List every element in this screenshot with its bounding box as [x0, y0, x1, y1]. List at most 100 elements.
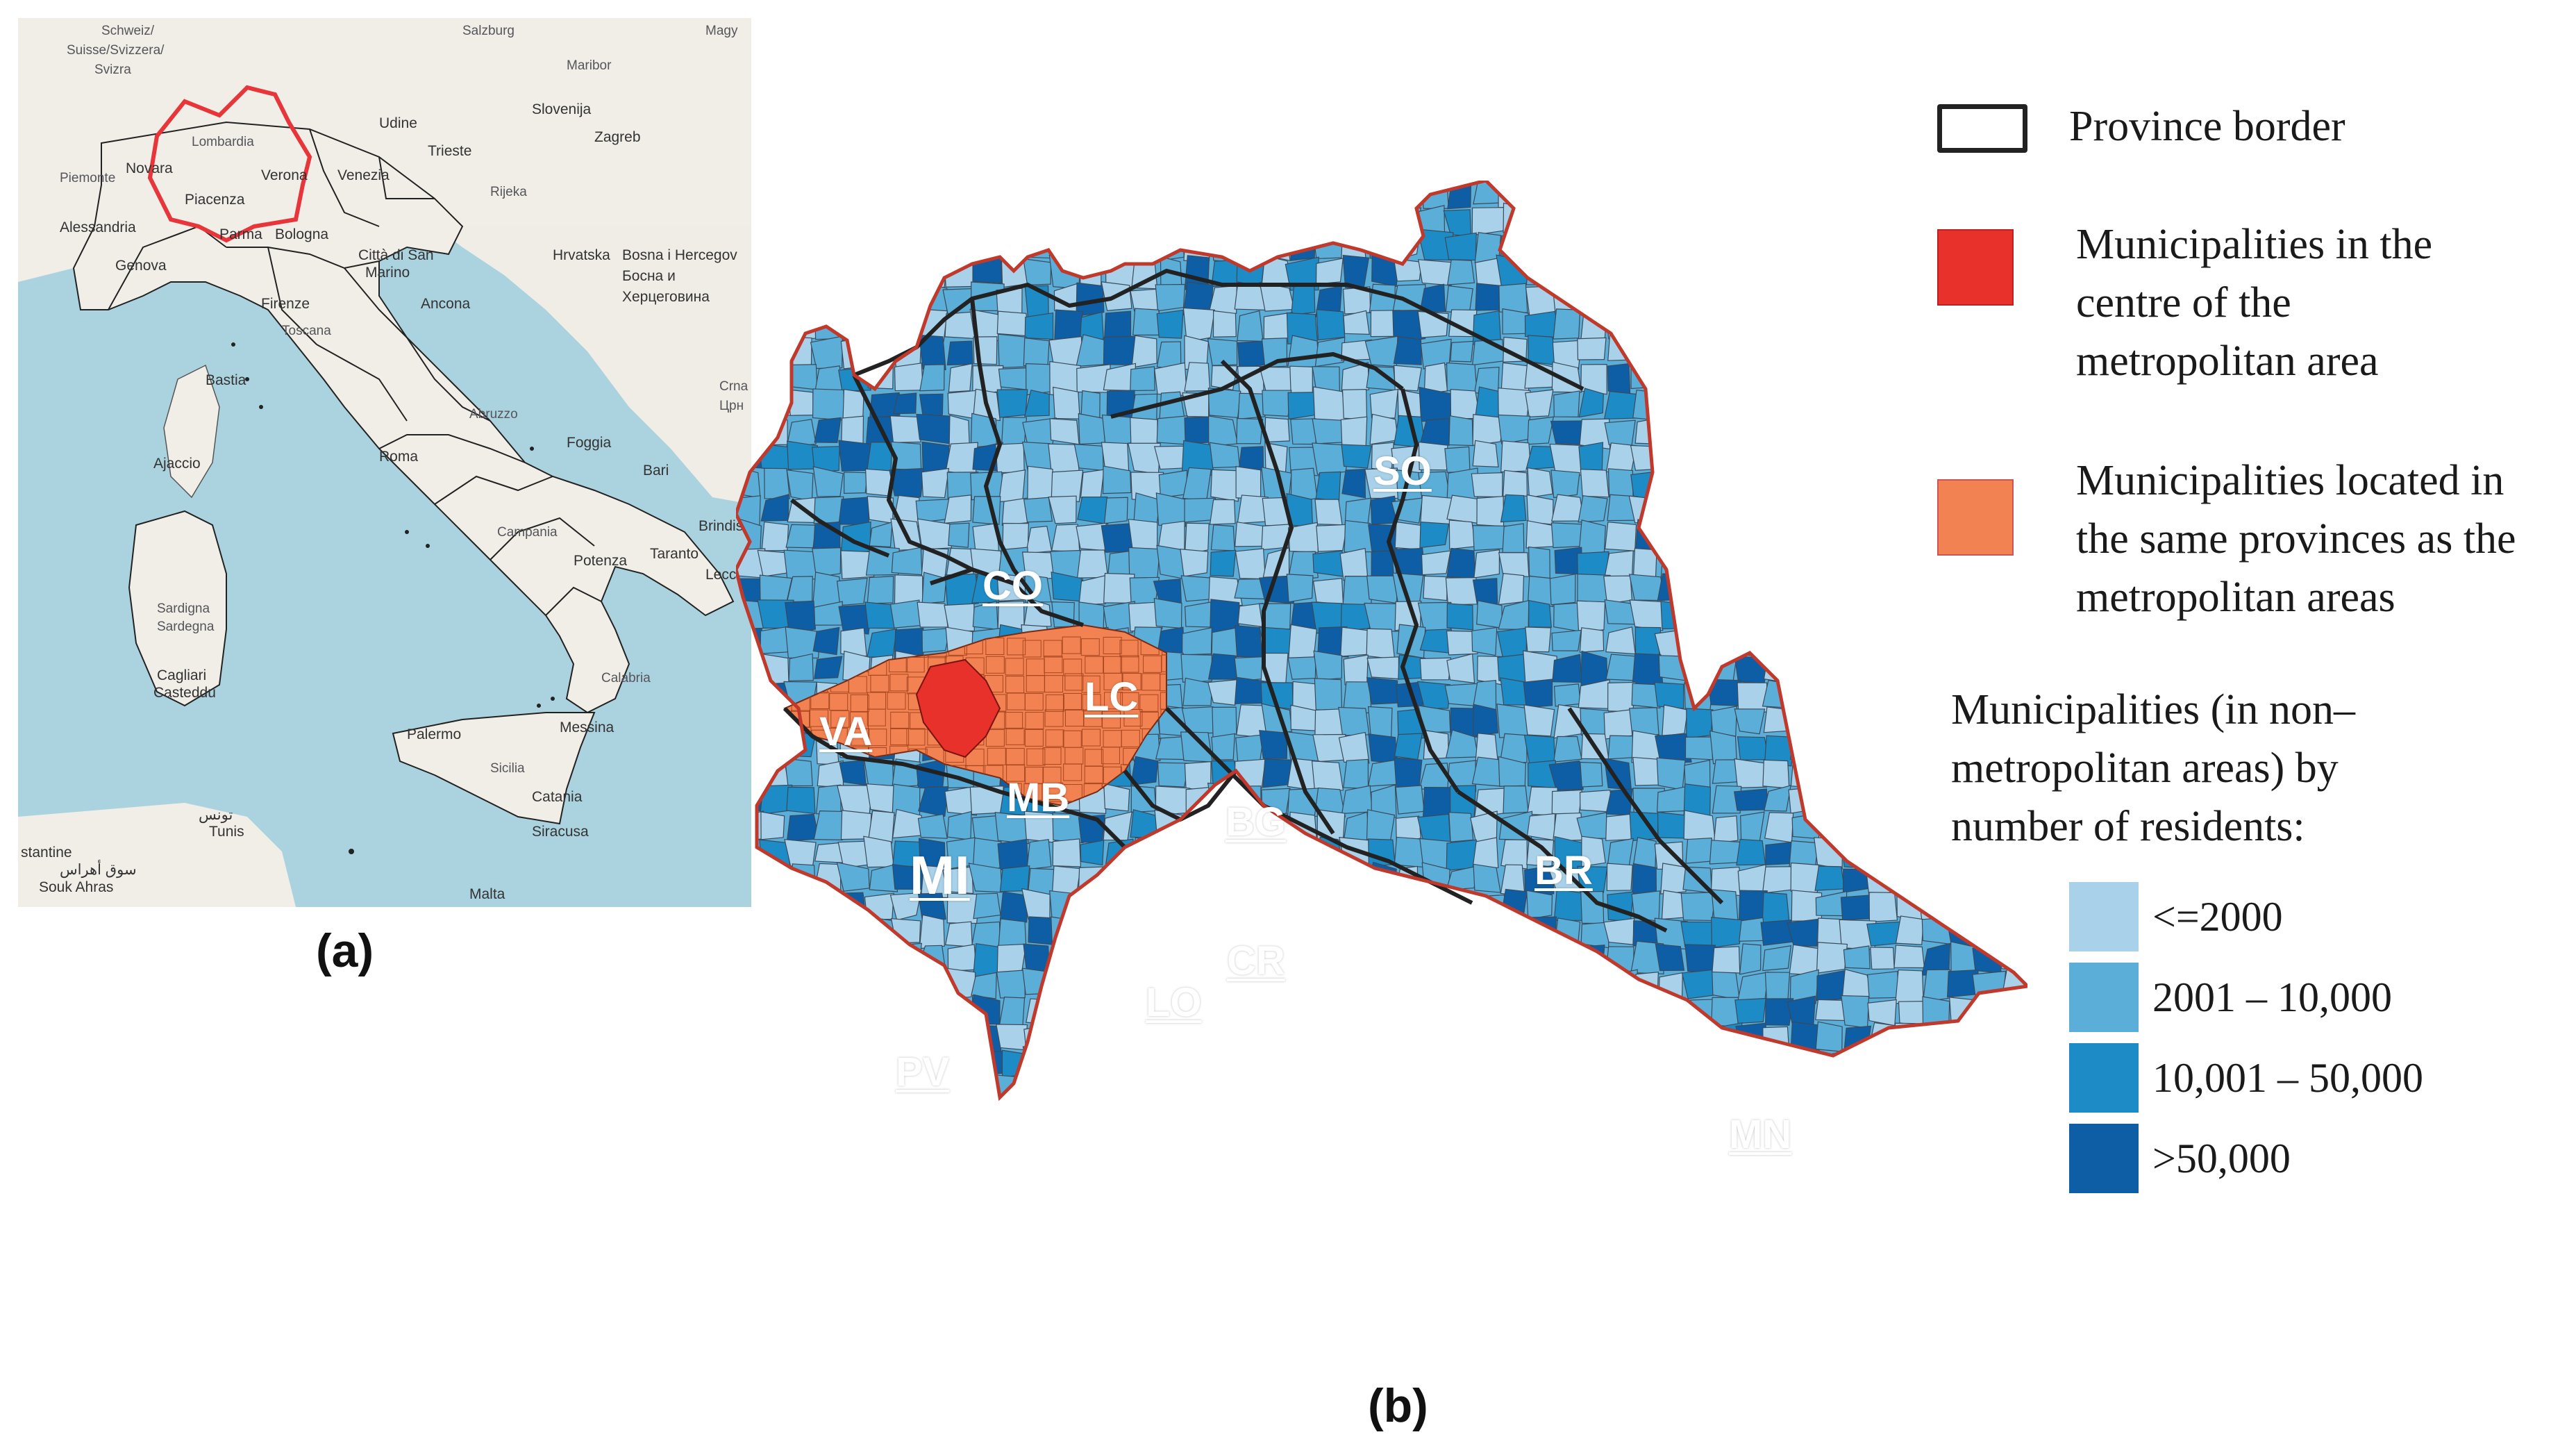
municipality-cell: [1079, 233, 1108, 258]
municipality-cell: [1445, 1079, 1475, 1097]
map-label: Brindisi: [699, 518, 746, 534]
milan-municipality-cell: [810, 709, 829, 727]
municipality-cell: [1792, 469, 1821, 496]
municipality-cell: [841, 1102, 867, 1134]
municipality-cell: [1816, 942, 1848, 974]
municipality-cell: [1371, 550, 1395, 580]
municipality-cell: [916, 413, 952, 444]
municipality-cell: [1391, 999, 1423, 1028]
municipality-cell: [1578, 519, 1606, 555]
municipality-cell: [1392, 310, 1426, 344]
municipality-cell: [1261, 1049, 1293, 1084]
municipality-cell: [1420, 995, 1450, 1028]
municipality-cell: [785, 600, 817, 635]
municipality-cell: [1790, 862, 1820, 893]
map-label: Bari: [643, 463, 669, 479]
milan-municipality-cell: [1006, 764, 1026, 782]
municipality-cell: [1081, 996, 1109, 1025]
border-br-east: [1387, 388, 1460, 793]
municipality-cell: [1523, 650, 1557, 683]
municipality-cell: [1235, 866, 1266, 894]
municipality-cell: [944, 573, 979, 608]
municipality-cell: [1555, 967, 1587, 1003]
municipality-cell: [996, 970, 1026, 999]
municipality-cell: [1792, 444, 1817, 473]
municipality-cell: [1578, 495, 1608, 523]
municipality-cell: [915, 203, 953, 236]
municipality-cell: [1527, 467, 1553, 499]
municipality-cell: [1839, 467, 1876, 498]
municipality-cell: [1286, 968, 1320, 1003]
milan-municipality-cell: [1062, 692, 1082, 710]
municipality-cell: [1761, 1048, 1796, 1080]
municipality-cell: [968, 1024, 1002, 1054]
municipality-cell: [1501, 995, 1532, 1031]
municipality-cell: [1051, 469, 1084, 503]
municipality-cell: [1183, 914, 1216, 949]
municipality-cell: [1577, 337, 1607, 360]
municipality-cell: [1340, 1022, 1369, 1054]
municipality-cell: [1763, 626, 1790, 659]
municipality-cell: [1207, 415, 1239, 447]
municipality-cell: [1316, 1107, 1340, 1134]
municipality-cell: [842, 388, 864, 422]
municipality-cell: [1314, 181, 1345, 207]
municipality-cell: [1840, 894, 1874, 921]
municipality-cell: [998, 231, 1030, 260]
municipality-cell: [1713, 335, 1743, 363]
municipality-cell: [1076, 181, 1110, 204]
milan-municipality-cell: [1101, 747, 1120, 765]
milan-municipality-cell: [1121, 729, 1140, 747]
municipality-cell: [1290, 894, 1316, 924]
map-label: Hrvatska: [553, 247, 610, 263]
milan-municipality-cell: [1081, 675, 1101, 693]
municipality-cell: [998, 469, 1026, 502]
milan-municipality-cell: [1123, 709, 1143, 727]
municipality-cell: [1211, 1073, 1236, 1097]
municipality-cell: [1130, 1104, 1154, 1133]
municipality-cell: [1185, 889, 1210, 921]
municipality-cell: [1605, 993, 1634, 1028]
municipality-cell: [892, 973, 922, 998]
municipality-cell: [1341, 469, 1366, 499]
municipality-cell: [1684, 181, 1712, 208]
municipality-cell: [919, 393, 944, 419]
municipality-cell: [1523, 704, 1555, 737]
municipality-cell: [1528, 335, 1557, 366]
municipality-cell: [1261, 524, 1291, 551]
map-label: Bosna i Hercegov: [622, 247, 737, 263]
municipality-cell: [1634, 1073, 1663, 1097]
municipality-cell: [1580, 286, 1606, 311]
municipality-cell: [1792, 1101, 1820, 1133]
municipality-cell: [1498, 1024, 1529, 1054]
municipality-cell: [1238, 1073, 1266, 1097]
municipality-cell: [1764, 230, 1793, 261]
municipality-cell: [889, 259, 923, 285]
municipality-cell: [1212, 706, 1237, 738]
municipality-cell: [1897, 838, 1927, 872]
milan-municipality-cell: [1044, 656, 1063, 674]
municipality-cell: [1604, 419, 1636, 446]
municipality-cell: [737, 365, 763, 394]
municipality-cell: [1498, 552, 1530, 578]
border-mn: [1457, 790, 1668, 933]
municipality-cell: [1421, 550, 1451, 576]
municipality-cell: [1685, 838, 1714, 864]
municipality-cell: [1655, 389, 1692, 415]
municipality-cell: [947, 1022, 976, 1049]
municipality-cell: [1552, 231, 1582, 264]
map-label: Campania: [497, 525, 558, 540]
municipality-cell: [813, 894, 838, 925]
milan-municipality-cell: [1022, 640, 1042, 658]
municipality-cell: [736, 1106, 766, 1129]
municipality-cell: [1523, 734, 1556, 765]
municipality-cell: [1210, 207, 1242, 233]
municipality-cell: [1287, 656, 1316, 680]
municipality-cell: [1657, 1049, 1684, 1080]
milan-municipality-cell: [868, 729, 887, 747]
municipality-cell: [1184, 601, 1214, 628]
municipality-cell: [893, 181, 921, 208]
municipality-cell: [814, 1024, 847, 1057]
municipality-cell: [1416, 942, 1448, 977]
municipality-cell: [1393, 1076, 1425, 1097]
